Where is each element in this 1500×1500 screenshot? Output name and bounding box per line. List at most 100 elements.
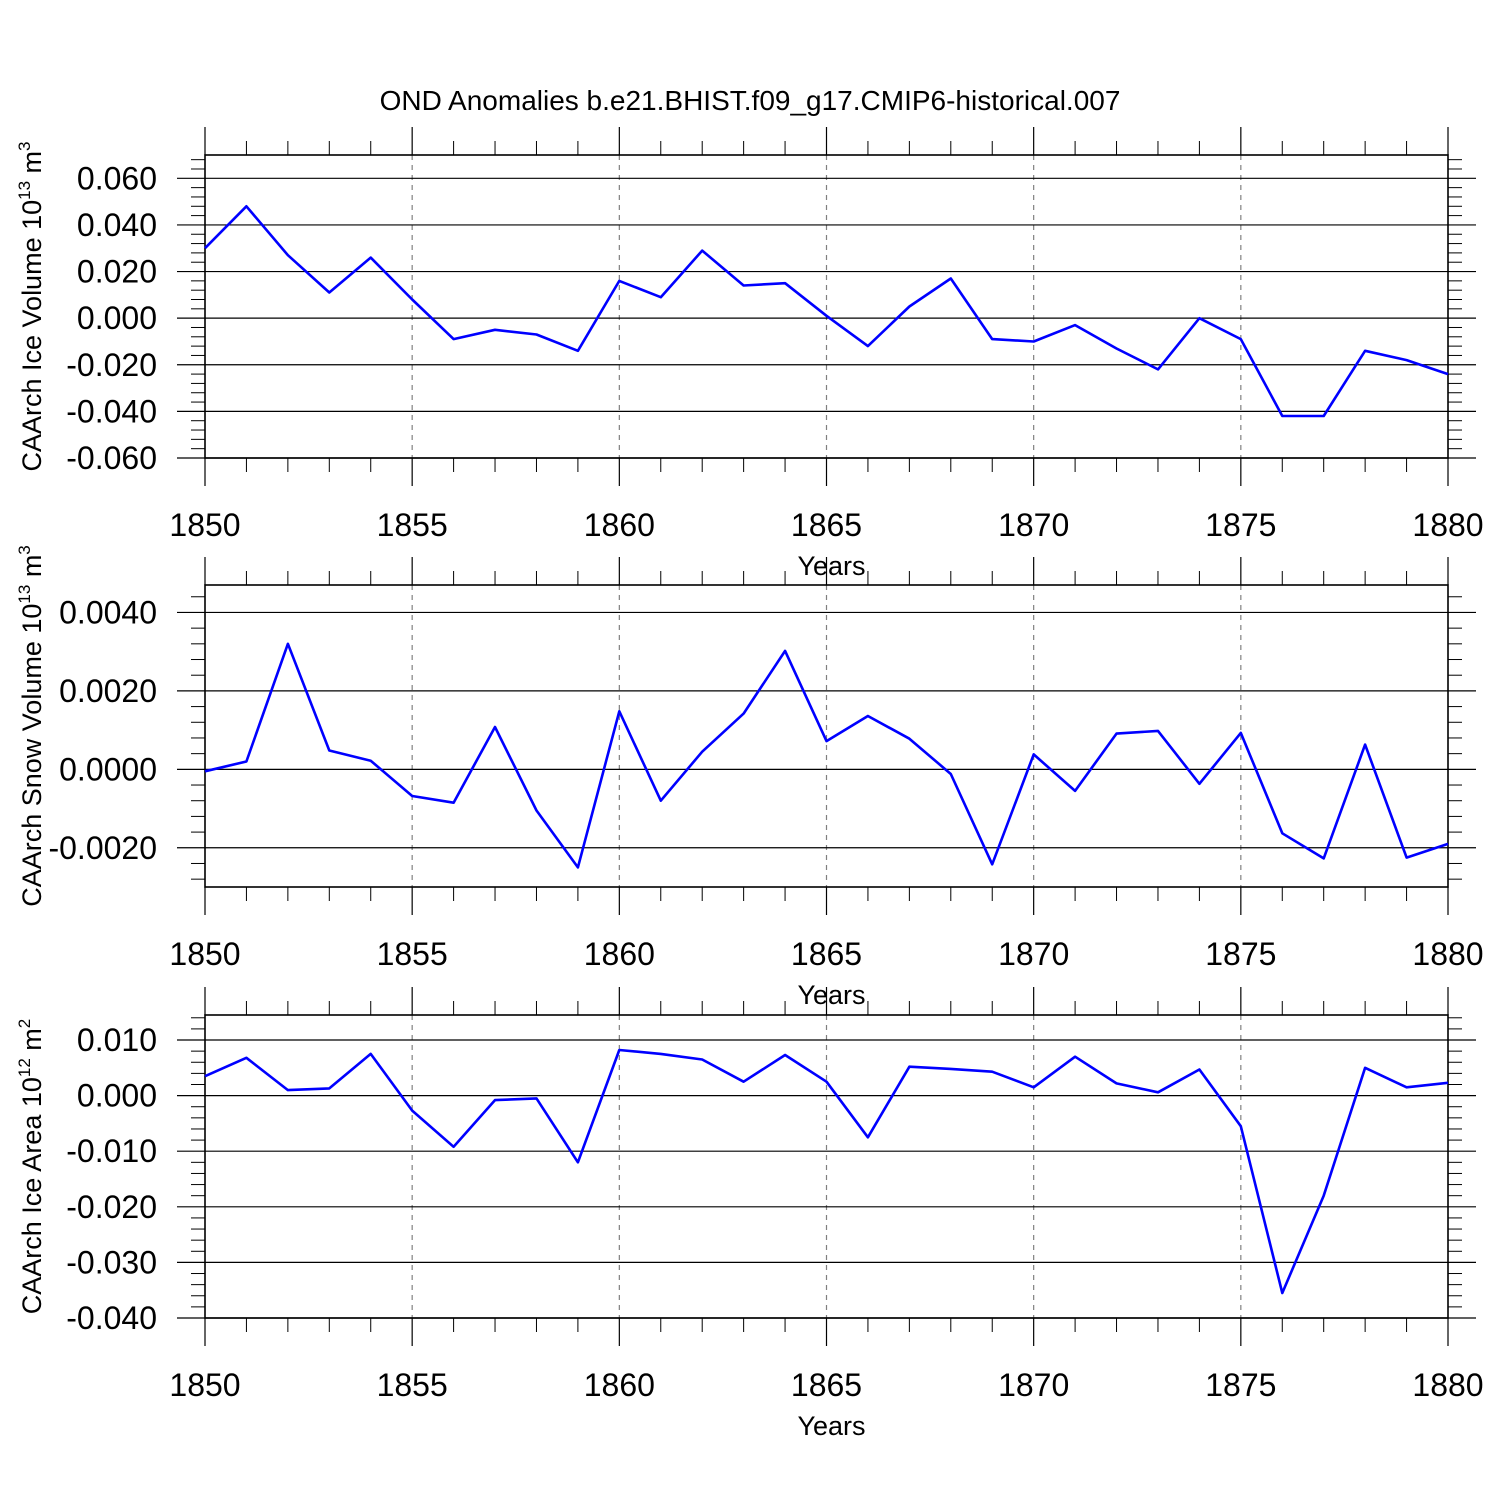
y-tick-label: 0.0000 bbox=[59, 751, 157, 787]
y-tick-label: -0.020 bbox=[66, 1189, 157, 1225]
data-point bbox=[244, 204, 248, 208]
y-axis-label-unit: m bbox=[17, 555, 47, 585]
data-point bbox=[700, 750, 704, 754]
data-point bbox=[1322, 856, 1326, 860]
data-point bbox=[286, 253, 290, 257]
data-point bbox=[286, 642, 290, 646]
x-tick-label: 1860 bbox=[584, 936, 655, 972]
data-point bbox=[369, 1052, 373, 1056]
y-tick-label: -0.060 bbox=[66, 440, 157, 476]
data-point bbox=[1446, 842, 1450, 846]
x-tick-label: 1870 bbox=[998, 936, 1069, 972]
y-tick-label: 0.000 bbox=[77, 300, 157, 336]
data-point bbox=[576, 1160, 580, 1164]
data-point bbox=[1197, 782, 1201, 786]
y-axis-label-text: CAArch Snow Volume 10 bbox=[17, 604, 47, 907]
data-point bbox=[534, 332, 538, 336]
data-point bbox=[327, 291, 331, 295]
y-tick-label: 0.0040 bbox=[59, 594, 157, 630]
data-point bbox=[576, 349, 580, 353]
data-point bbox=[949, 772, 953, 776]
y-axis-label-unit-exponent: 2 bbox=[15, 1019, 34, 1028]
data-point bbox=[493, 725, 497, 729]
data-point bbox=[1446, 1081, 1450, 1085]
data-point bbox=[1322, 1194, 1326, 1198]
data-point bbox=[1156, 1090, 1160, 1094]
data-point bbox=[534, 1096, 538, 1100]
y-tick-label: -0.0020 bbox=[48, 830, 157, 866]
data-point bbox=[203, 246, 207, 250]
x-tick-label: 1875 bbox=[1205, 1367, 1276, 1403]
data-point bbox=[1322, 414, 1326, 418]
y-tick-label: -0.010 bbox=[66, 1133, 157, 1169]
data-point bbox=[534, 809, 538, 813]
y-axis-label: CAArch Snow Volume 1013 m3 bbox=[15, 545, 47, 907]
y-axis-label: CAArch Ice Area 1012 m2 bbox=[15, 1019, 47, 1315]
data-point bbox=[1405, 358, 1409, 362]
data-point bbox=[1156, 367, 1160, 371]
x-tick-label: 1875 bbox=[1205, 507, 1276, 543]
data-point bbox=[1115, 346, 1119, 350]
x-tick-label: 1855 bbox=[377, 1367, 448, 1403]
x-tick-label: 1860 bbox=[584, 507, 655, 543]
data-point bbox=[327, 1086, 331, 1090]
x-tick-label: 1880 bbox=[1412, 1367, 1483, 1403]
data-point bbox=[990, 337, 994, 341]
x-tick-label: 1850 bbox=[169, 936, 240, 972]
data-point bbox=[1115, 1081, 1119, 1085]
x-tick-label: 1880 bbox=[1412, 936, 1483, 972]
x-tick-label: 1875 bbox=[1205, 936, 1276, 972]
y-axis-label-unit: m bbox=[17, 1028, 47, 1058]
x-tick-label: 1850 bbox=[169, 1367, 240, 1403]
y-tick-label: -0.040 bbox=[66, 1300, 157, 1336]
y-axis-label-text: CAArch Ice Area 10 bbox=[17, 1077, 47, 1314]
data-point bbox=[1239, 1124, 1243, 1128]
data-point bbox=[1156, 729, 1160, 733]
data-point bbox=[825, 314, 829, 318]
data-point bbox=[1363, 1066, 1367, 1070]
data-point bbox=[990, 1070, 994, 1074]
data-point bbox=[617, 1048, 621, 1052]
data-point bbox=[866, 344, 870, 348]
data-point bbox=[907, 305, 911, 309]
x-tick-label: 1855 bbox=[377, 507, 448, 543]
y-tick-label: 0.0020 bbox=[59, 673, 157, 709]
data-point bbox=[369, 759, 373, 763]
data-point bbox=[369, 256, 373, 260]
data-point bbox=[866, 1135, 870, 1139]
data-point bbox=[203, 769, 207, 773]
data-point bbox=[949, 1067, 953, 1071]
data-point bbox=[742, 1080, 746, 1084]
figure-title: OND Anomalies b.e21.BHIST.f09_g17.CMIP6-… bbox=[380, 85, 1121, 116]
y-tick-label: 0.060 bbox=[77, 160, 157, 196]
data-point bbox=[1032, 752, 1036, 756]
data-point bbox=[617, 279, 621, 283]
series-line bbox=[204, 642, 1449, 869]
data-point bbox=[576, 865, 580, 869]
data-point bbox=[493, 1098, 497, 1102]
data-point bbox=[493, 328, 497, 332]
data-point bbox=[410, 298, 414, 302]
data-point bbox=[700, 1057, 704, 1061]
x-axis-label: Years bbox=[797, 1411, 865, 1441]
data-point bbox=[1280, 414, 1284, 418]
panel-3: -0.040 -0.030 -0.020 -0.010 0.000 0.010 1850 18… bbox=[15, 987, 1484, 1441]
data-point bbox=[1446, 372, 1450, 376]
data-point bbox=[1197, 1067, 1201, 1071]
panel-1: -0.060 -0.040 -0.020 0.000 0.020 0.040 0.060 18… bbox=[15, 127, 1484, 581]
panel-2: -0.0020 0.0000 0.0020 0.0040 1850 1855 1860 186… bbox=[15, 545, 1484, 1010]
data-point bbox=[1073, 789, 1077, 793]
data-point bbox=[1073, 323, 1077, 327]
data-point bbox=[410, 794, 414, 798]
data-point bbox=[783, 281, 787, 285]
data-point bbox=[1032, 1085, 1036, 1089]
data-point bbox=[1197, 316, 1201, 320]
series-line bbox=[204, 1048, 1449, 1295]
data-point bbox=[866, 714, 870, 718]
data-point bbox=[327, 749, 331, 753]
data-point bbox=[1073, 1055, 1077, 1059]
x-tick-label: 1865 bbox=[791, 936, 862, 972]
y-axis-label-exponent: 13 bbox=[15, 585, 34, 604]
y-axis-label-text: CAArch Ice Volume 10 bbox=[17, 200, 47, 472]
